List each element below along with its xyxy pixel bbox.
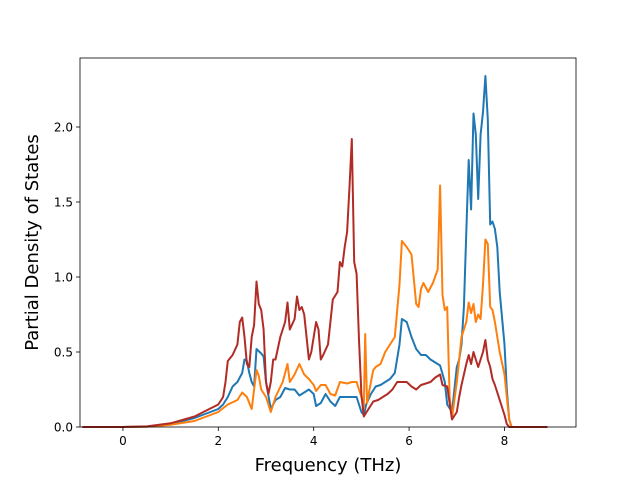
- series-lines: [82, 75, 548, 428]
- x-axis-label: Frequency (THz): [255, 455, 402, 476]
- series-line-1: [82, 75, 548, 428]
- y-axis-ticks: 0.0 0.5 1.0 1.5 2.0: [54, 121, 80, 435]
- y-tick-label: 1.5: [54, 196, 73, 210]
- series-line-2: [82, 184, 548, 428]
- y-tick-label: 0.5: [54, 346, 73, 360]
- y-tick-label: 0.0: [54, 421, 73, 435]
- series-line-3: [82, 138, 548, 428]
- x-tick-label: 0: [119, 434, 127, 448]
- y-tick-label: 2.0: [54, 121, 73, 135]
- x-tick-label: 6: [405, 434, 413, 448]
- x-tick-label: 8: [501, 434, 509, 448]
- y-axis-label: Partial Density of States: [22, 134, 43, 351]
- x-axis-ticks: 0 2 4 6 8: [119, 427, 508, 448]
- x-tick-label: 2: [214, 434, 222, 448]
- plot-frame: [79, 57, 577, 428]
- x-tick-label: 4: [310, 434, 318, 448]
- y-tick-label: 1.0: [54, 271, 73, 285]
